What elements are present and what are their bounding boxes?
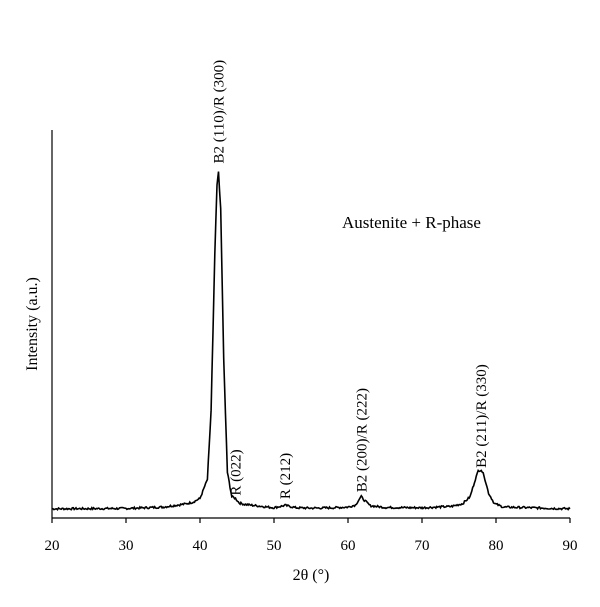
x-tick-label-5: 70 (415, 538, 430, 554)
x-tick-label-3: 50 (267, 538, 282, 554)
x-tick-label-0: 20 (45, 538, 60, 554)
peak-label-2: R (212) (278, 453, 294, 499)
peak-label-0: B2 (110)/R (300) (212, 60, 228, 164)
peak-labels: B2 (110)/R (300) R (022) R (212) B2 (200)/R… (212, 60, 491, 499)
x-ticks: 20 30 40 50 60 70 80 90 (45, 518, 578, 554)
diffraction-trace (51, 171, 571, 511)
x-tick-label-1: 30 (119, 538, 134, 554)
phase-annotation: Austenite + R-phase (342, 213, 481, 232)
peak-label-4: B2 (211)/R (330) (474, 364, 490, 468)
y-axis-title: Intensity (a.u.) (24, 277, 41, 371)
x-tick-label-4: 60 (341, 538, 356, 554)
peak-label-1: R (022) (229, 449, 245, 495)
peak-label-3: B2 (200)/R (222) (354, 388, 370, 492)
x-tick-label-7: 90 (563, 538, 578, 554)
chart-axes (51, 130, 570, 519)
x-tick-label-6: 80 (489, 538, 504, 554)
x-tick-label-2: 40 (193, 538, 208, 554)
x-axis-title: 2θ (°) (293, 567, 330, 584)
